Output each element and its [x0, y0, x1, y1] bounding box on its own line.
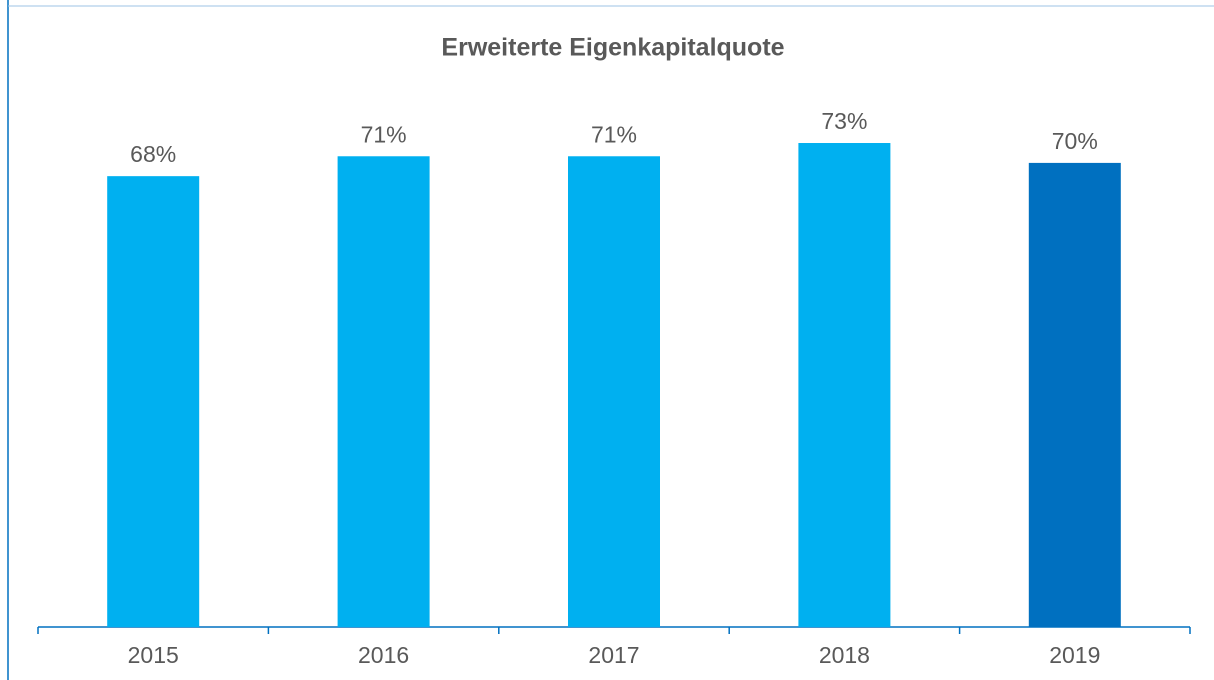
value-label: 73% — [821, 108, 867, 134]
bar — [798, 143, 891, 627]
value-label: 71% — [591, 121, 637, 147]
value-label: 68% — [130, 141, 176, 167]
bar — [1028, 162, 1121, 627]
x-tick-label: 2018 — [819, 642, 870, 668]
x-tick-label: 2015 — [128, 642, 179, 668]
chart-title: Erweiterte Eigenkapitalquote — [441, 34, 784, 62]
x-tick-label: 2019 — [1049, 642, 1100, 668]
bar — [107, 176, 200, 627]
bar — [568, 156, 660, 627]
value-label: 70% — [1052, 128, 1098, 154]
value-label: 71% — [361, 121, 407, 147]
bar — [337, 156, 430, 627]
x-tick-label: 2017 — [588, 642, 639, 668]
x-tick-label: 2016 — [358, 642, 409, 668]
